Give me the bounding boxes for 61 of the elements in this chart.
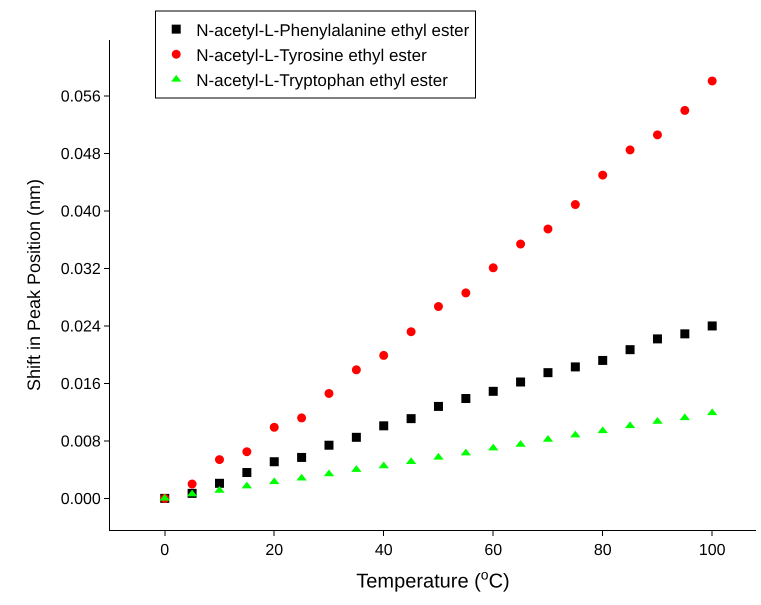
legend-label: N-acetyl-L-Tryptophan ethyl ester [196,70,448,90]
point [270,422,279,432]
y-tick-label: 0.048 [60,146,101,164]
point [352,365,361,374]
point [652,130,662,140]
y-axis-title: Shift in Peak Position (nm) [24,178,44,392]
y-tick-label: 0.024 [60,318,101,336]
y-tick-label: 0.056 [60,88,101,106]
y-tick-label: 0.032 [60,261,101,278]
point [406,327,416,336]
point [708,321,717,330]
point [570,200,580,210]
point [242,447,252,456]
point [379,350,388,360]
x-axis-title: Temperature ($^{o}$C) [356,566,510,593]
point [379,421,388,430]
point [352,432,361,442]
point [406,414,416,424]
point [488,386,498,396]
x-tick-label: 60 [484,542,502,560]
point [188,480,197,489]
point [543,368,552,378]
point [488,263,498,272]
x-tick-label: 100 [698,542,726,560]
point [707,408,718,416]
point [242,468,252,478]
point [626,345,635,354]
point [461,288,470,298]
point [680,106,690,115]
point [214,478,224,488]
y-tick-label: 0.040 [60,204,101,221]
point [269,477,280,484]
point [516,240,526,249]
point [434,402,443,411]
point [270,457,279,466]
y-tick-label: 0.000 [60,490,101,508]
y-tick-label: 0.016 [60,376,101,394]
point [297,452,306,462]
point [214,455,224,464]
point [570,362,580,372]
point [598,426,608,434]
legend-label: N-acetyl-L-Tyrosine ethyl ester [196,46,428,65]
point [680,329,690,338]
x-tick-label: 0 [160,542,170,560]
point [626,145,635,154]
point [598,170,608,180]
point [324,440,334,450]
point [652,334,662,344]
point [461,394,470,404]
legend-label: N-acetyl-L-Phenylalanine ethyl ester [196,20,470,40]
x-tick-label: 20 [265,542,284,560]
point [708,76,717,86]
point [516,377,526,386]
y-tick-label: 0.008 [60,434,101,451]
x-tick-label: 40 [374,542,393,560]
x-tick-label: 80 [594,542,612,560]
point [434,302,443,312]
point [324,388,334,398]
point [598,356,608,365]
point [297,413,306,422]
point [543,224,552,234]
